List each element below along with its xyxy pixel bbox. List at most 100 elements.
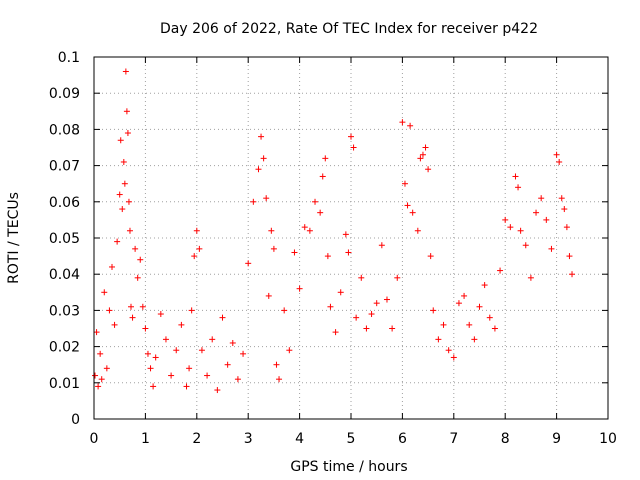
data-point [507,224,514,231]
data-point [324,253,331,260]
data-point [93,329,100,336]
data-point [399,119,406,126]
data-point [204,372,211,379]
data-points [92,68,576,394]
data-point [122,68,129,75]
y-tick-label: 0.02 [49,340,80,356]
data-point [553,151,560,158]
data-point [563,224,570,231]
y-tick-label: 0.1 [58,50,80,66]
data-point [276,376,283,383]
data-point [150,383,157,390]
data-point [538,195,545,202]
data-point [142,325,149,332]
data-point [548,245,555,252]
data-point [265,292,272,299]
data-point [103,365,110,372]
data-point [268,227,275,234]
data-point [273,361,280,368]
data-point [188,307,195,314]
data-point [543,216,550,223]
data-point [332,329,339,336]
data-point [157,311,164,318]
data-point [114,238,121,245]
data-point [111,321,118,328]
data-point [312,198,319,205]
data-point [152,354,159,361]
data-point [255,166,262,173]
data-point [240,350,247,357]
x-tick-label: 10 [599,431,617,447]
data-point [522,242,529,249]
x-tick-label: 6 [398,431,407,447]
y-axis-title: ROTI / TECUs [6,192,22,284]
data-point [186,365,193,372]
data-point [527,274,534,281]
data-point [134,274,141,281]
data-point [173,347,180,354]
x-tick-label: 1 [141,431,150,447]
data-point [291,249,298,256]
data-point [209,336,216,343]
data-point [108,263,115,270]
data-point [125,198,132,205]
data-point [533,209,540,216]
data-point [378,242,385,249]
data-point [129,314,136,321]
data-point [137,256,144,263]
y-tick-label: 0.05 [49,231,80,247]
data-point [322,155,329,162]
data-point [419,151,426,158]
x-axis-title: GPS time / hours [290,459,407,475]
data-point [450,354,457,361]
data-point [476,303,483,310]
x-tick-label: 0 [90,431,99,447]
data-point [101,289,108,296]
y-tick-label: 0.06 [49,195,80,211]
data-point [128,303,135,310]
data-point [445,347,452,354]
chart-title: Day 206 of 2022, Rate Of TEC Index for r… [160,21,538,37]
y-tick-label: 0.07 [49,159,80,175]
data-point [260,155,267,162]
data-point [417,155,424,162]
y-tick-label: 0.03 [49,303,80,319]
data-point [389,325,396,332]
x-tick-label: 2 [192,431,201,447]
data-point [558,195,565,202]
data-point [147,365,154,372]
data-point [368,311,375,318]
data-point [394,274,401,281]
y-tick-label: 0.01 [49,376,80,392]
data-point [92,372,99,379]
data-point [407,122,414,129]
data-point [116,191,123,198]
data-point [502,216,509,223]
data-point [517,227,524,234]
data-point [566,253,573,260]
data-point [124,130,131,137]
data-point [296,285,303,292]
data-point [198,347,205,354]
data-point [168,372,175,379]
data-point [178,321,185,328]
data-point [409,209,416,216]
data-point [301,224,308,231]
data-point [229,339,236,346]
data-point [401,180,408,187]
data-point [363,325,370,332]
axis-ticks [93,56,609,420]
data-point [117,137,124,144]
data-point [512,173,519,180]
data-point [440,321,447,328]
data-point [319,173,326,180]
data-point [97,350,104,357]
data-point [95,383,102,390]
data-point [144,350,151,357]
y-tick-label: 0 [71,412,80,428]
x-tick-label: 7 [449,431,458,447]
data-point [132,245,139,252]
data-point [162,336,169,343]
data-point [435,336,442,343]
